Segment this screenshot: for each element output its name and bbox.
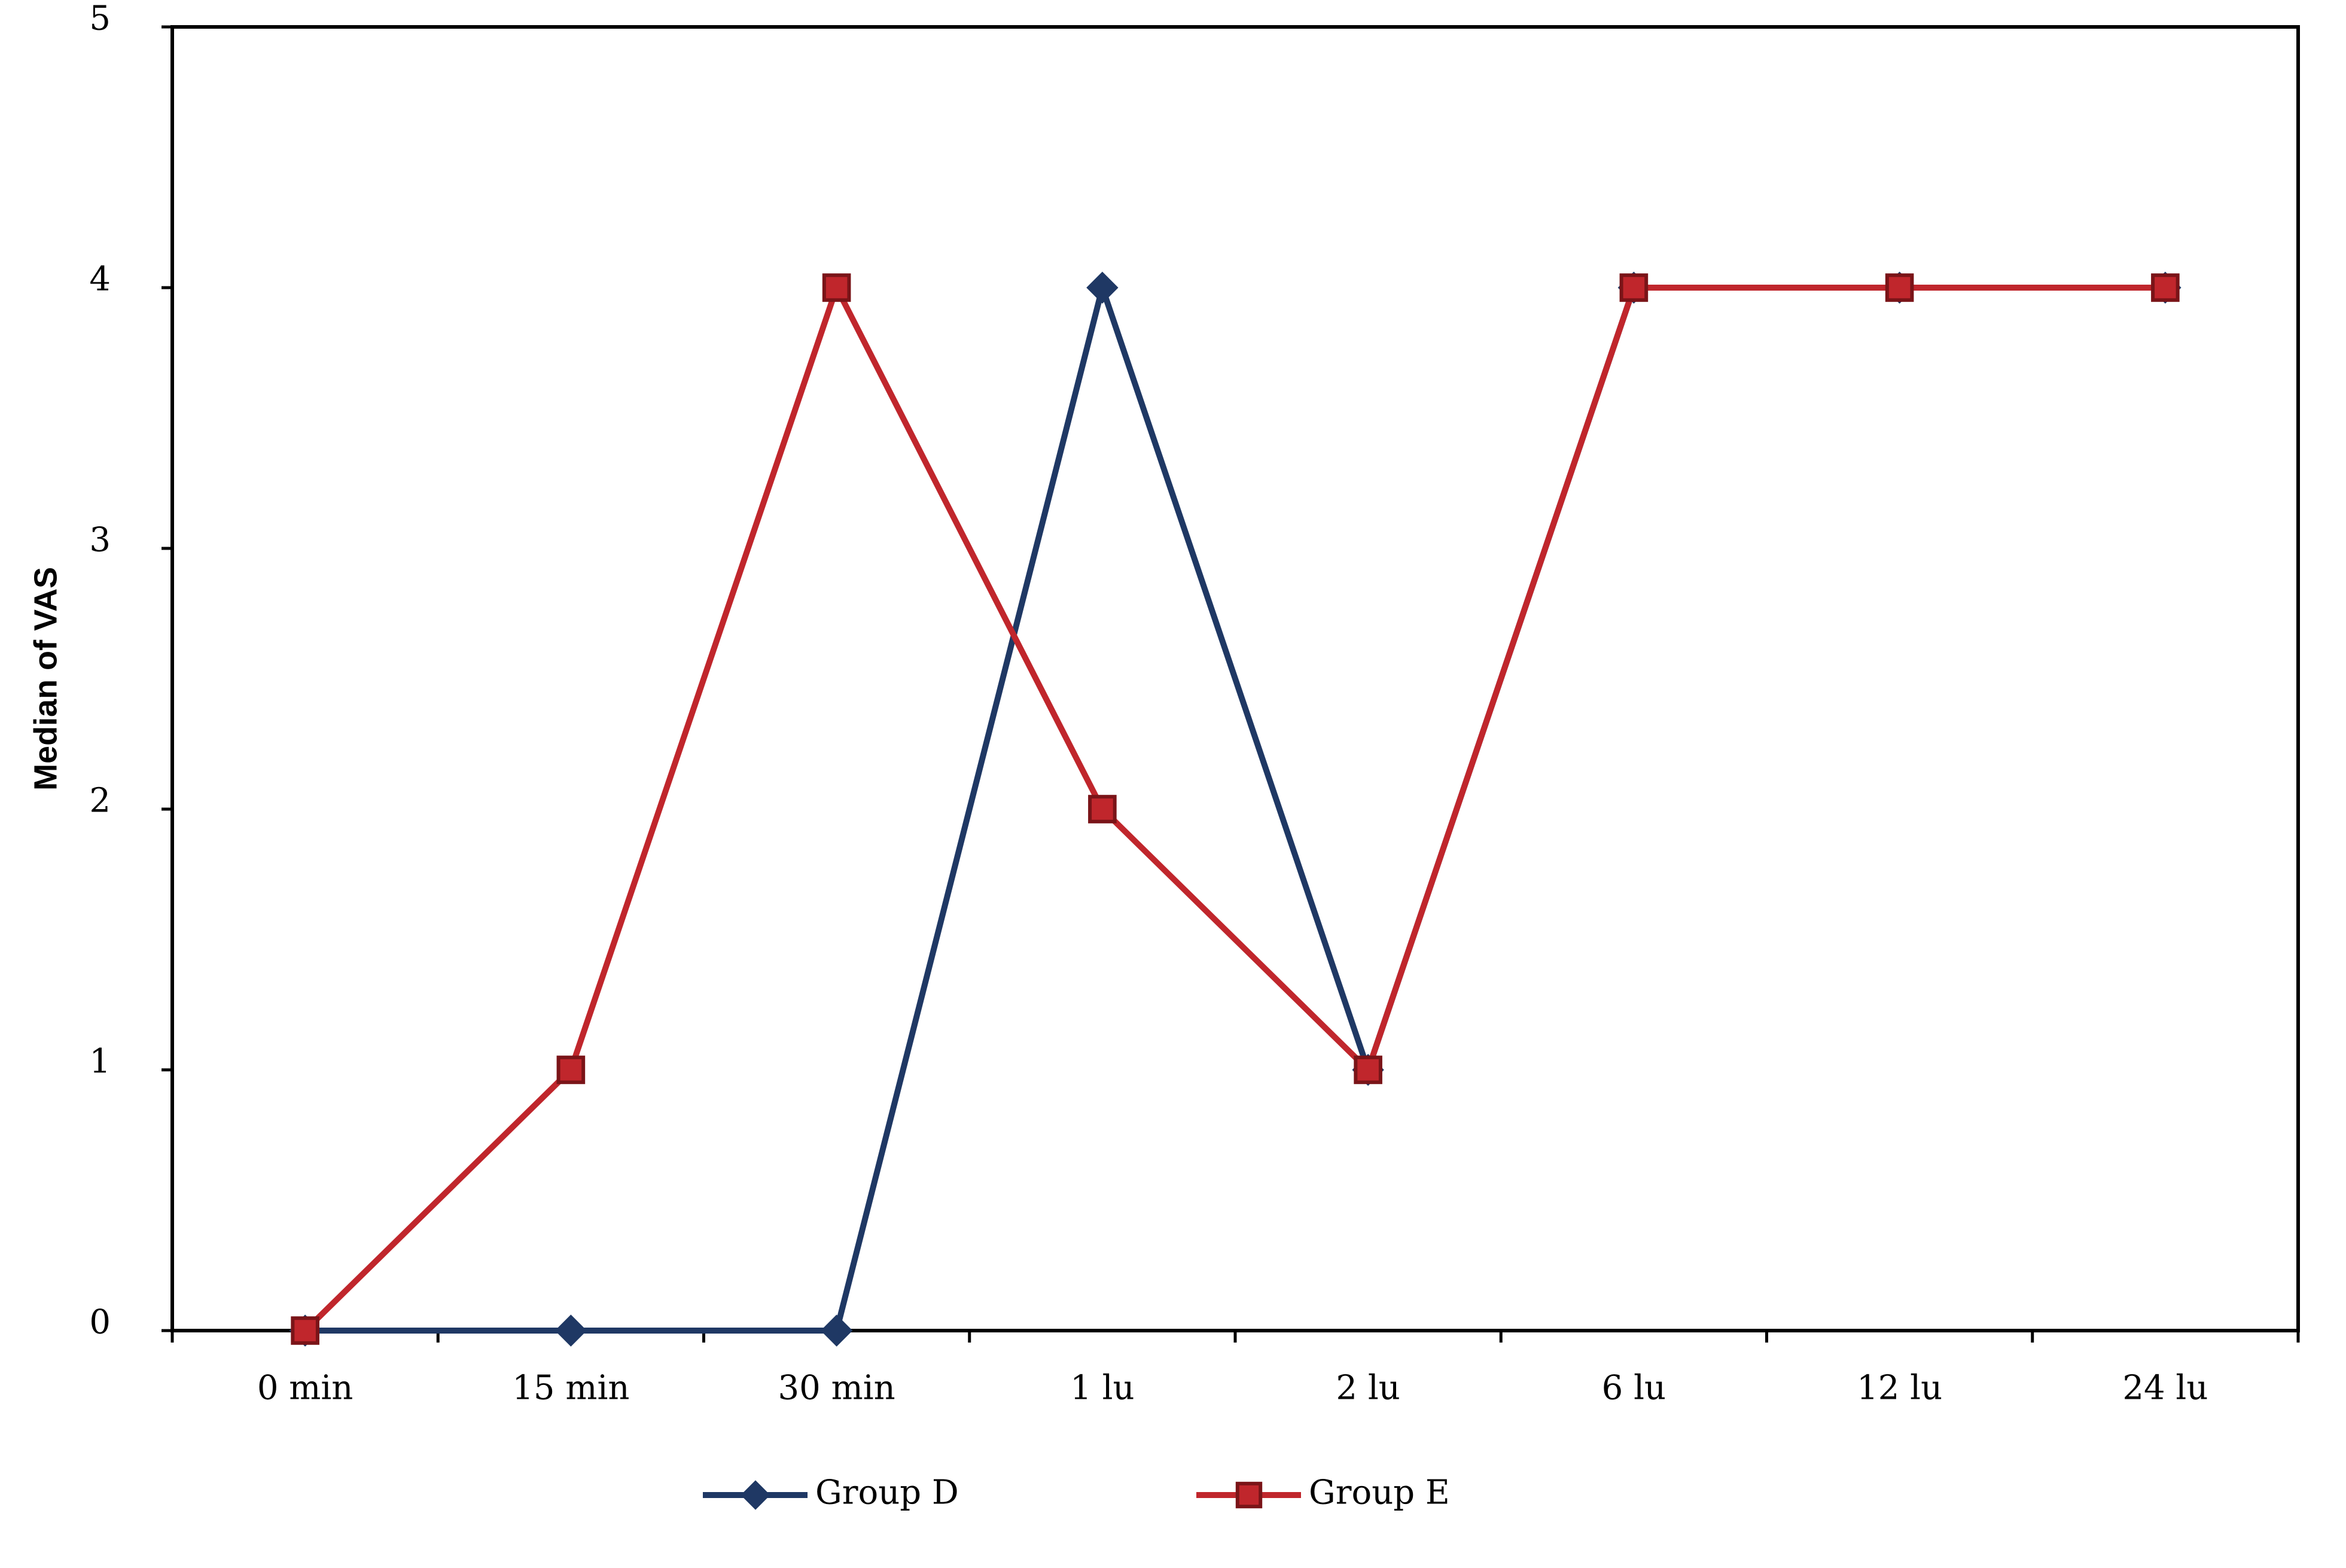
point (820, 1314, 853, 1347)
x-tick-label: 0 min (257, 1369, 354, 1408)
point (822, 273, 851, 302)
y-tick-label: 1 (89, 1042, 111, 1081)
y-tick-label: 0 (89, 1303, 111, 1342)
x-tick-label: 15 min (512, 1369, 629, 1408)
x-tick-label: 1 lu (1070, 1369, 1134, 1408)
y-tick-label: 4 (89, 260, 111, 299)
point (1088, 795, 1117, 823)
x-tick-label: 12 lu (1857, 1369, 1942, 1408)
point (2151, 273, 2180, 302)
x-tick-label: 2 lu (1336, 1369, 1400, 1408)
x-tick-label: 6 lu (1602, 1369, 1666, 1408)
point (1619, 273, 1649, 302)
x-tick-label: 24 lu (2122, 1369, 2208, 1408)
y-axis-label: Median of VAS (28, 567, 63, 791)
y-tick-label: 2 (89, 782, 111, 820)
series-line (303, 285, 2165, 1333)
y-tick-label: 5 (89, 0, 111, 38)
legend-label: Group D (815, 1474, 959, 1512)
point (556, 1055, 586, 1084)
point (1086, 271, 1119, 304)
point (554, 1314, 587, 1347)
y-tick-label: 3 (89, 521, 111, 560)
x-tick-label: 30 min (778, 1369, 895, 1408)
point (291, 1316, 319, 1345)
legend-label: Group E (1309, 1474, 1450, 1512)
point (1885, 273, 1914, 302)
point (741, 1480, 770, 1510)
point (1235, 1481, 1263, 1509)
point (1354, 1055, 1382, 1084)
